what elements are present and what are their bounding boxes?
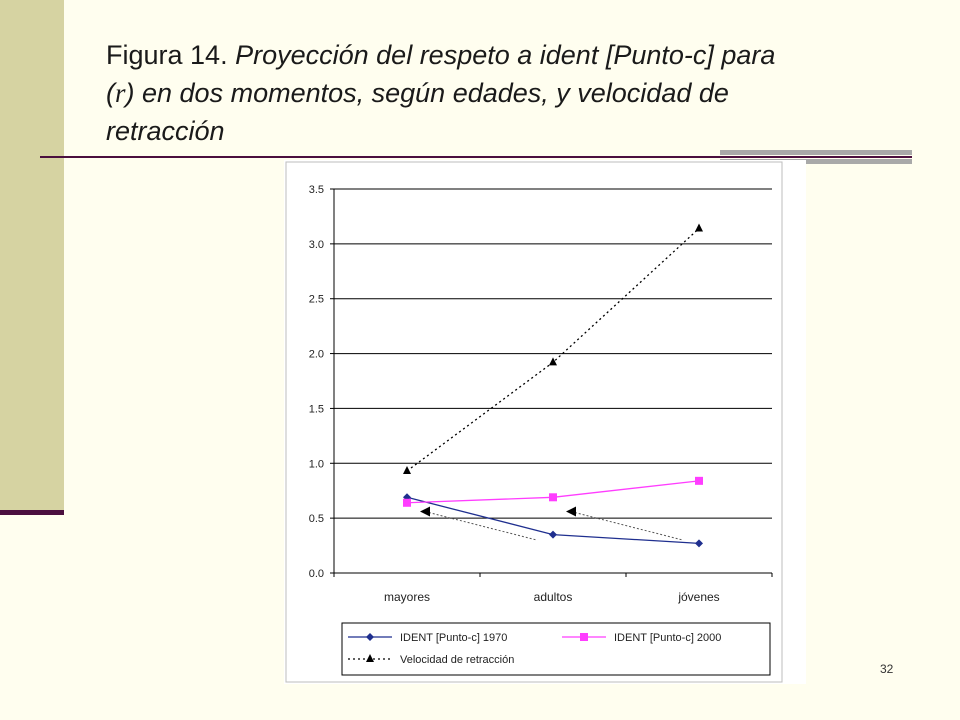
page-number: 32 (880, 662, 894, 676)
legend-label: IDENT [Punto-c] 1970 (400, 632, 507, 644)
annotation-tail (424, 511, 538, 541)
x-tick-label: adultos (534, 590, 573, 604)
data-point (695, 539, 703, 548)
annotation-triangle (566, 506, 576, 517)
x-tick-label: jóvenes (677, 590, 719, 604)
y-tick-label: 0.0 (309, 568, 324, 580)
title-r-symbol: r (115, 78, 126, 108)
y-tick-label: 2.0 (309, 349, 324, 361)
title-line-1: Proyección del respeto a ident [Punto-c]… (235, 40, 776, 70)
title-line-3: retracción (106, 116, 225, 146)
title-prefix: Figura 14. (106, 40, 228, 70)
y-tick-label: 1.5 (309, 403, 324, 415)
sidebar-decoration (0, 0, 64, 512)
series-line (406, 228, 700, 472)
data-point (549, 530, 557, 539)
data-point (695, 223, 703, 232)
legend-marker (366, 633, 374, 641)
annotation-tail (570, 511, 684, 541)
divider-gray-bottom (720, 159, 912, 164)
x-tick-label: mayores (384, 590, 430, 604)
slide-title: Figura 14. Proyección del respeto a iden… (106, 36, 926, 150)
line-chart: 0.0 0.5 1.0 1.5 2.0 2.5 3.0 3.5 mayores adultos jó… (285, 161, 783, 683)
chart-panel: 0.0 0.5 1.0 1.5 2.0 2.5 3.0 3.5 mayores adultos jó… (284, 160, 806, 684)
title-divider (40, 156, 912, 158)
data-point (549, 493, 557, 502)
data-point (403, 498, 411, 507)
legend-marker (366, 654, 374, 662)
data-point (695, 476, 703, 485)
divider-gray-top (720, 150, 912, 155)
legend-label: Velocidad de retracción (400, 654, 514, 666)
chart-border (285, 161, 783, 683)
y-tick-label: 1.0 (309, 458, 324, 470)
legend-label: IDENT [Punto-c] 2000 (614, 632, 721, 644)
annotation-triangle (420, 506, 430, 517)
y-tick-label: 2.5 (309, 294, 324, 306)
sidebar-accent-line (0, 510, 64, 515)
title-paren-open: ( (106, 78, 115, 108)
data-point (403, 465, 411, 474)
y-tick-label: 3.5 (309, 184, 324, 196)
data-point (549, 357, 557, 366)
title-line-2: ) en dos momentos, según edades, y veloc… (125, 78, 729, 108)
legend-marker (580, 633, 588, 641)
y-tick-label: 3.0 (309, 239, 324, 251)
legend-box (341, 622, 771, 676)
y-tick-label: 0.5 (309, 513, 324, 525)
